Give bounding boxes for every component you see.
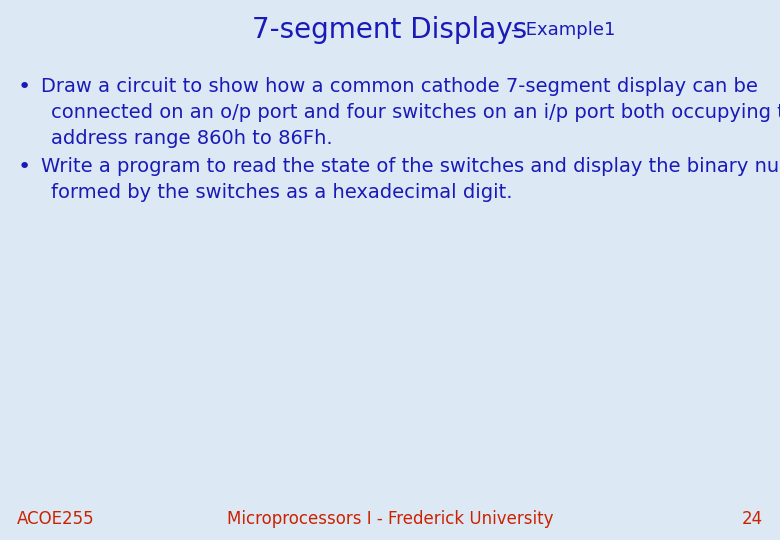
Text: Write a program to read the state of the switches and display the binary number: Write a program to read the state of the… [41,157,780,176]
Text: Draw a circuit to show how a common cathode 7-segment display can be: Draw a circuit to show how a common cath… [41,77,757,96]
Text: ACOE255: ACOE255 [17,510,95,529]
Text: 7-segment Displays: 7-segment Displays [253,16,527,44]
Text: 24: 24 [742,510,763,529]
Text: connected on an o/p port and four switches on an i/p port both occupying the: connected on an o/p port and four switch… [51,103,780,122]
Text: address range 860h to 86Fh.: address range 860h to 86Fh. [51,129,332,147]
Text: – Example1: – Example1 [511,21,615,39]
Text: •: • [17,77,30,97]
Text: Microprocessors I - Frederick University: Microprocessors I - Frederick University [227,510,553,529]
Text: •: • [17,157,30,177]
Text: formed by the switches as a hexadecimal digit.: formed by the switches as a hexadecimal … [51,183,512,201]
